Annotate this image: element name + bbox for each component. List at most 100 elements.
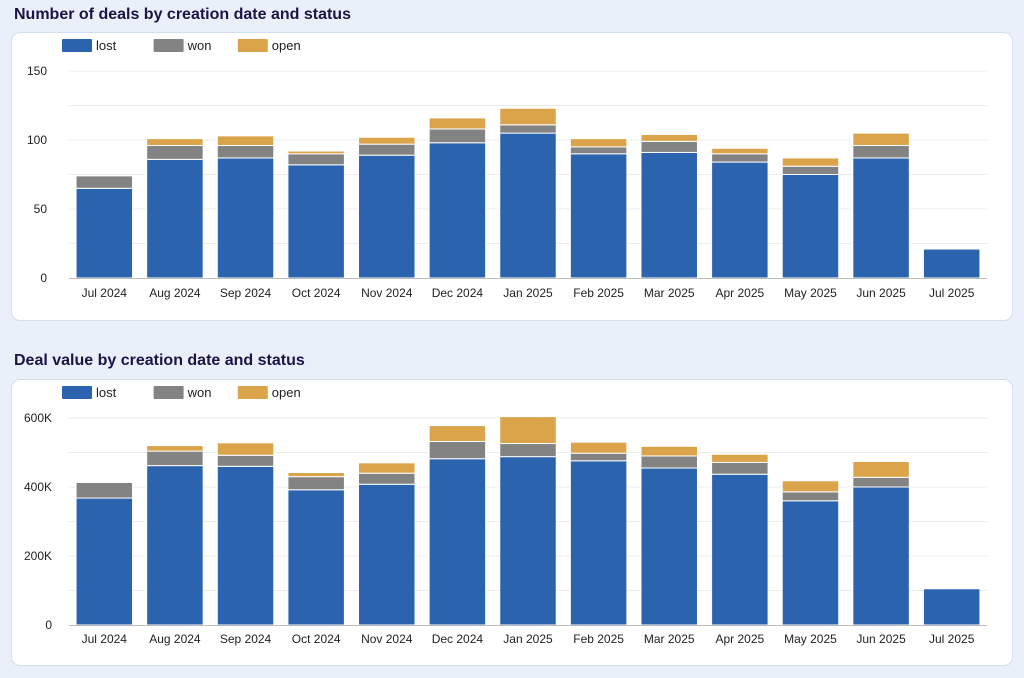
bar-lost-feb-2025	[569, 460, 628, 626]
bar-lost-feb-2025	[569, 153, 628, 279]
legend-swatch-won	[153, 386, 184, 399]
bar-open-jan-2025	[499, 107, 557, 126]
bar-lost-oct-2024	[287, 164, 345, 279]
x-tick-label: Sep 2024	[220, 632, 272, 646]
x-tick-label: Jul 2025	[929, 286, 975, 300]
x-tick-label: Oct 2024	[292, 286, 341, 300]
bar-open-oct-2024	[287, 150, 345, 155]
bar-won-oct-2024	[287, 153, 345, 166]
bar-lost-jun-2025	[852, 157, 910, 279]
bar-lost-sep-2024	[216, 157, 275, 279]
bar-won-jan-2025	[499, 124, 557, 134]
bar-open-jun-2025	[852, 132, 910, 147]
x-tick-label: Nov 2024	[361, 286, 413, 300]
bar-won-aug-2024	[146, 450, 204, 467]
x-tick-label: Jan 2025	[503, 286, 553, 300]
legend-swatch-open	[237, 386, 268, 399]
x-tick-label: Jan 2025	[503, 632, 553, 646]
y-tick-label: 150	[27, 64, 47, 78]
bar-won-sep-2024	[216, 145, 275, 159]
bar-open-jun-2025	[852, 460, 910, 478]
bar-won-may-2025	[781, 491, 840, 502]
x-tick-label: Dec 2024	[432, 286, 484, 300]
y-tick-label: 50	[34, 202, 48, 216]
bar-won-oct-2024	[287, 476, 345, 491]
y-tick-label: 200K	[24, 549, 52, 563]
bar-won-mar-2025	[640, 140, 698, 153]
bar-open-feb-2025	[569, 138, 628, 148]
bar-lost-aug-2024	[146, 158, 204, 279]
bar-open-aug-2024	[146, 445, 204, 452]
bar-lost-jul-2024	[75, 187, 134, 279]
x-tick-label: Mar 2025	[644, 286, 695, 300]
bar-open-may-2025	[781, 480, 840, 493]
bar-lost-jul-2025	[922, 248, 981, 279]
x-tick-label: Jul 2025	[929, 632, 975, 646]
bar-lost-sep-2024	[216, 465, 275, 626]
x-tick-label: Oct 2024	[292, 632, 341, 646]
x-tick-label: Feb 2025	[573, 632, 624, 646]
bar-won-jul-2024	[75, 482, 134, 499]
y-tick-label: 0	[40, 271, 47, 285]
bar-open-apr-2025	[711, 147, 769, 155]
bar-won-nov-2024	[358, 472, 416, 485]
bar-lost-aug-2024	[146, 465, 204, 626]
bar-won-sep-2024	[216, 454, 275, 467]
chart1-svg: 0 50 100 150 Jul 2024 Aug 2024 Sep 2024 Oct 202…	[27, 38, 987, 300]
bar-open-dec-2024	[428, 425, 487, 442]
bar-lost-jul-2024	[75, 497, 134, 626]
bar-won-apr-2025	[711, 462, 769, 475]
bar-lost-mar-2025	[640, 467, 698, 626]
bar-lost-may-2025	[781, 500, 840, 626]
x-tick-label: Jul 2024	[82, 632, 128, 646]
bar-lost-nov-2024	[358, 154, 416, 279]
chart1-card: 0 50 100 150 Jul 2024 Aug 2024 Sep 2024 Oct 202…	[11, 32, 1013, 321]
bar-won-may-2025	[781, 165, 840, 176]
bar-open-feb-2025	[569, 441, 628, 454]
x-tick-label: Jun 2025	[856, 632, 906, 646]
bar-won-jan-2025	[499, 443, 557, 458]
bar-lost-dec-2024	[428, 142, 487, 279]
x-tick-label: Nov 2024	[361, 632, 413, 646]
x-tick-label: Sep 2024	[220, 286, 272, 300]
legend-label-lost: lost	[96, 38, 117, 53]
x-tick-label: Aug 2024	[149, 632, 201, 646]
bar-open-apr-2025	[711, 453, 769, 464]
bar-lost-jul-2025	[922, 588, 981, 626]
bar-open-oct-2024	[287, 472, 345, 478]
legend-label-lost: lost	[96, 385, 117, 400]
y-tick-label: 0	[45, 618, 52, 632]
bar-lost-may-2025	[781, 174, 840, 279]
bar-won-apr-2025	[711, 153, 769, 163]
bar-open-jan-2025	[499, 416, 557, 445]
bar-open-sep-2024	[216, 442, 275, 456]
bar-won-feb-2025	[569, 146, 628, 155]
bar-lost-dec-2024	[428, 458, 487, 626]
legend-label-won: won	[187, 385, 212, 400]
legend-label-open: open	[272, 385, 301, 400]
y-tick-label: 100	[27, 133, 47, 147]
bar-lost-mar-2025	[640, 151, 698, 279]
chart1-title: Number of deals by creation date and sta…	[14, 6, 351, 23]
bar-open-nov-2024	[358, 462, 416, 474]
legend-swatch-open	[237, 39, 268, 52]
x-tick-label: Dec 2024	[432, 632, 484, 646]
bar-open-dec-2024	[428, 117, 487, 130]
x-tick-label: Apr 2025	[715, 632, 764, 646]
legend-swatch-lost	[62, 386, 92, 399]
bar-open-sep-2024	[216, 135, 275, 147]
legend-label-won: won	[187, 38, 212, 53]
bar-won-dec-2024	[428, 128, 487, 144]
x-tick-label: Aug 2024	[149, 286, 201, 300]
bar-won-jun-2025	[852, 476, 910, 488]
bar-lost-oct-2024	[287, 489, 345, 626]
x-tick-label: Jun 2025	[856, 286, 906, 300]
chart2-svg: 0 200K 400K 600K Jul 2024 Aug 2024 Sep 2024 Oct…	[24, 385, 987, 646]
legend-swatch-won	[153, 39, 184, 52]
bar-lost-nov-2024	[358, 483, 416, 626]
bar-won-dec-2024	[428, 440, 487, 460]
bar-lost-jun-2025	[852, 486, 910, 626]
bar-won-mar-2025	[640, 455, 698, 469]
bar-open-aug-2024	[146, 138, 204, 147]
x-tick-label: Feb 2025	[573, 286, 624, 300]
